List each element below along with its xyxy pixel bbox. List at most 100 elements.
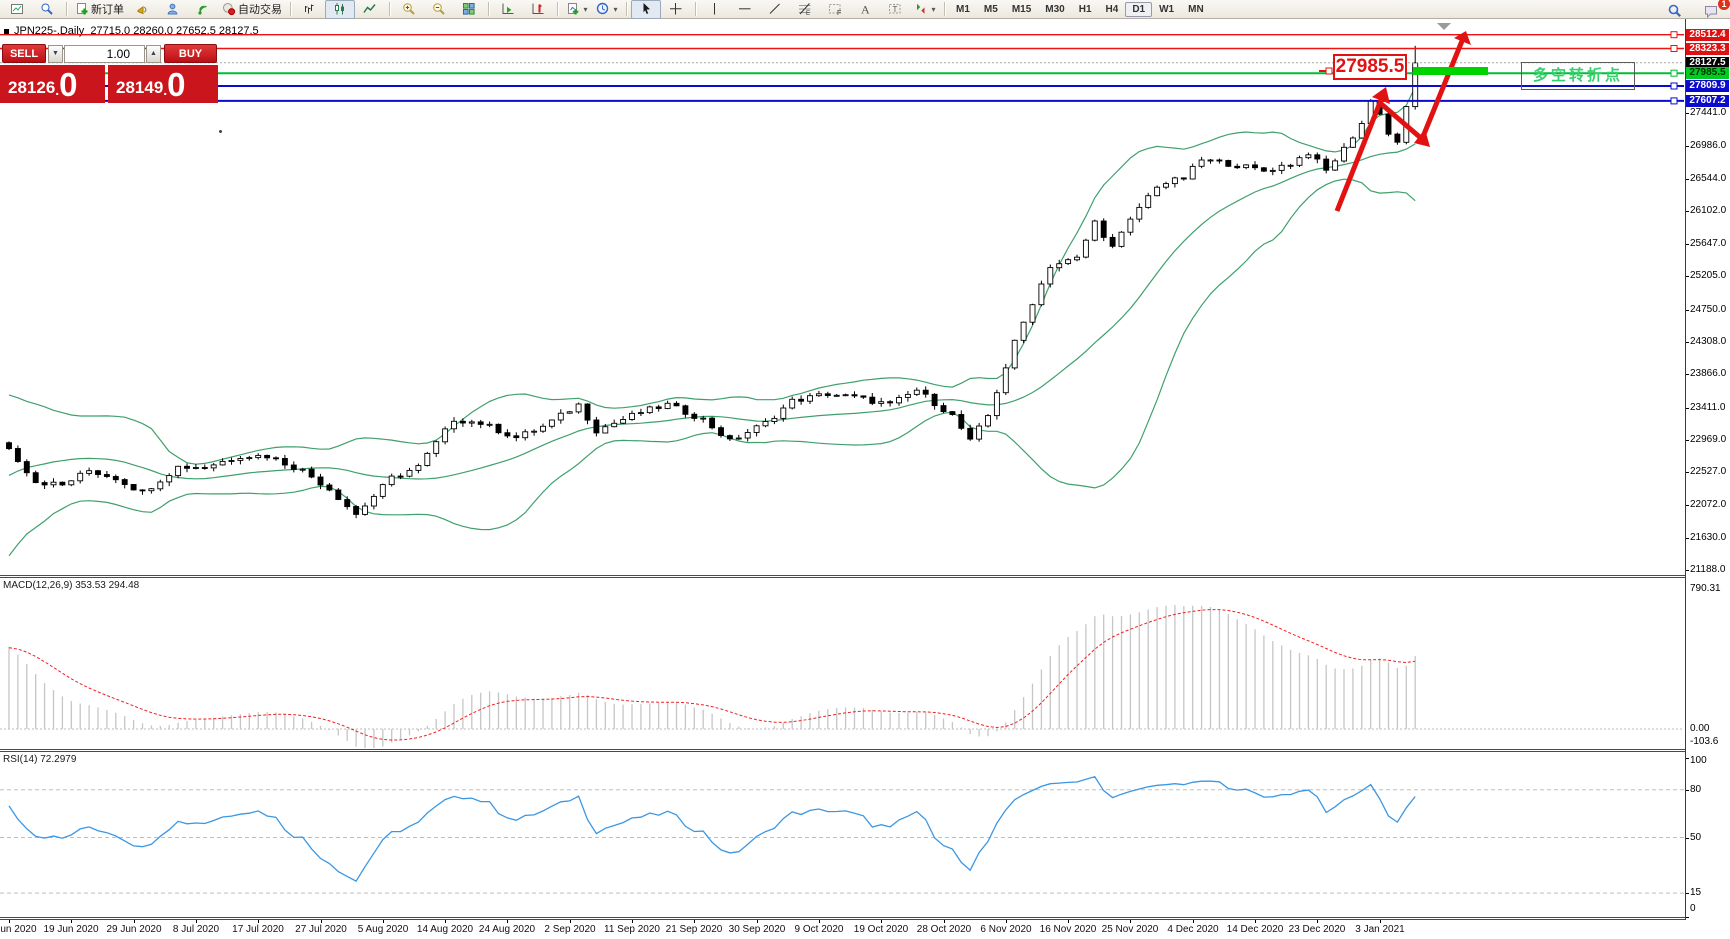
- notifications-button[interactable]: 1: [1696, 0, 1730, 20]
- new-chart-button[interactable]: [2, 0, 32, 19]
- timeframe-M30-button[interactable]: M30: [1045, 3, 1065, 15]
- svg-text:E: E: [806, 11, 810, 16]
- line-chart-button[interactable]: [355, 0, 385, 19]
- line-handle[interactable]: [1670, 45, 1678, 52]
- timeframe-M1-button[interactable]: M1: [956, 3, 970, 15]
- timeframe-MN-button[interactable]: MN: [1188, 3, 1204, 15]
- market-button[interactable]: [158, 0, 188, 19]
- timeframe-M15-button[interactable]: M15: [1011, 3, 1032, 15]
- line-handle[interactable]: [1670, 97, 1678, 105]
- date-tick-label: 3 Jan 2021: [1355, 924, 1405, 935]
- date-tick-label: 27 Jul 2020: [295, 924, 347, 935]
- toolbar-separator: [695, 2, 696, 16]
- timeframe-W1-button[interactable]: W1: [1159, 3, 1175, 15]
- periods-button[interactable]: ▾: [592, 0, 622, 19]
- macd-signal-line: [8, 609, 1416, 741]
- date-tick-label: 24 Aug 2020: [478, 924, 536, 935]
- rsi-axis-label: 100: [1690, 755, 1707, 766]
- macd-axis-label: -103.6: [1690, 736, 1719, 747]
- line-handle[interactable]: [1670, 31, 1678, 39]
- zoom-in-button[interactable]: [394, 0, 424, 19]
- profiles-icon: [41, 3, 53, 15]
- sell-price-box[interactable]: 28126. 0: [0, 65, 105, 103]
- price-tick-label: 26986.0: [1690, 140, 1727, 151]
- timeframe-M5-button[interactable]: M5: [983, 3, 998, 15]
- text-label-icon: T: [889, 4, 901, 14]
- timeframe-D1-button[interactable]: D1: [1125, 1, 1153, 17]
- crosshair-button[interactable]: [661, 0, 691, 19]
- macd-panel-canvas[interactable]: [0, 578, 1685, 749]
- horizontal-line-button[interactable]: [730, 0, 760, 19]
- market-icon: [167, 3, 178, 15]
- volume-increase-button[interactable]: ▲: [146, 45, 161, 63]
- date-tick-label: 11 Sep 2020: [604, 924, 660, 935]
- chart-shift-icon: [532, 3, 544, 14]
- autotrading-icon: [223, 3, 236, 16]
- rsi-panel-canvas[interactable]: [0, 752, 1685, 917]
- volume-decrease-button[interactable]: ▼: [48, 45, 63, 63]
- pivot-highlight-bar[interactable]: [1413, 67, 1488, 75]
- price-level-label: 27985.5: [1686, 67, 1729, 79]
- signals-icon: [198, 5, 207, 15]
- autotrading-button[interactable]: 自动交易: [218, 0, 286, 19]
- main-chart-canvas[interactable]: [0, 19, 1685, 575]
- zoom-out-icon: [433, 3, 445, 15]
- small-dot-object: [219, 130, 222, 133]
- signals-button[interactable]: [188, 0, 218, 19]
- vertical-line-icon: [714, 3, 715, 15]
- line-handle[interactable]: [1670, 82, 1678, 90]
- indicators-button[interactable]: ▾: [562, 0, 592, 19]
- tile-windows-icon: [463, 3, 475, 15]
- panel-separator[interactable]: [0, 917, 1685, 920]
- date-tick-label: 28 Oct 2020: [916, 924, 972, 935]
- timeframe-H1-button[interactable]: H1: [1078, 3, 1092, 15]
- date-tick-label: 2 Sep 2020: [544, 924, 596, 935]
- panel-separator[interactable]: [0, 575, 1685, 578]
- price-callout-label[interactable]: 27985.5: [1333, 54, 1407, 80]
- pivot-annotation-textbox[interactable]: 多空转折点: [1521, 62, 1635, 90]
- price-tick-label: 25647.0: [1690, 238, 1727, 249]
- timeframe-H4-button[interactable]: H4: [1105, 3, 1119, 15]
- cursor-button[interactable]: [631, 0, 661, 19]
- date-tick-label: 14 Dec 2020: [1226, 924, 1284, 935]
- chart-shift-button[interactable]: [523, 0, 553, 19]
- candle-chart-button[interactable]: [325, 0, 355, 19]
- buy-price-main: 28149: [116, 78, 164, 97]
- volume-input[interactable]: [64, 45, 145, 63]
- new-order-button[interactable]: 新订单: [71, 0, 128, 19]
- chart-shift-marker-icon[interactable]: [1437, 23, 1451, 30]
- price-level-label: 28323.3: [1686, 43, 1729, 55]
- fibonacci-button[interactable]: E: [790, 0, 820, 19]
- tile-windows-button[interactable]: [454, 0, 484, 19]
- toolbar-right-group: 1: [1660, 0, 1730, 20]
- text-button[interactable]: A: [850, 0, 880, 19]
- price-tick-label: 22969.0: [1690, 434, 1727, 445]
- buy-button[interactable]: BUY: [164, 44, 217, 63]
- rsi-label: RSI(14) 72.2979: [3, 754, 77, 765]
- line-handle[interactable]: [1670, 69, 1678, 77]
- date-tick-label: 23 Dec 2020: [1288, 924, 1346, 935]
- search-button[interactable]: [1660, 1, 1690, 20]
- grid-button[interactable]: F: [820, 0, 850, 19]
- sell-button[interactable]: SELL: [2, 44, 46, 63]
- alerts-button[interactable]: [128, 0, 158, 19]
- bollinger-lower-band: [8, 178, 1416, 557]
- date-tick-label: 8 Jul 2020: [172, 924, 220, 935]
- profiles-button[interactable]: [32, 0, 62, 19]
- auto-scroll-icon: [502, 3, 514, 14]
- date-tick-label: 29 Jun 2020: [106, 924, 162, 935]
- vertical-line-button[interactable]: [700, 0, 730, 19]
- trendline-button[interactable]: [760, 0, 790, 19]
- zoom-out-button[interactable]: [424, 0, 454, 19]
- svg-text:T: T: [893, 5, 898, 14]
- auto-scroll-button[interactable]: [493, 0, 523, 19]
- price-tick-label: 24750.0: [1690, 304, 1727, 315]
- arrows-button[interactable]: ▾: [910, 0, 940, 19]
- buy-price-big-digit: 0: [167, 66, 186, 103]
- bar-chart-button[interactable]: [295, 0, 325, 19]
- text-label-button[interactable]: T: [880, 0, 910, 19]
- panel-separator[interactable]: [0, 749, 1685, 752]
- buy-price-box[interactable]: 28149. 0: [108, 65, 218, 103]
- dropdown-caret-icon: ▾: [613, 4, 618, 14]
- alerts-icon: [137, 6, 147, 15]
